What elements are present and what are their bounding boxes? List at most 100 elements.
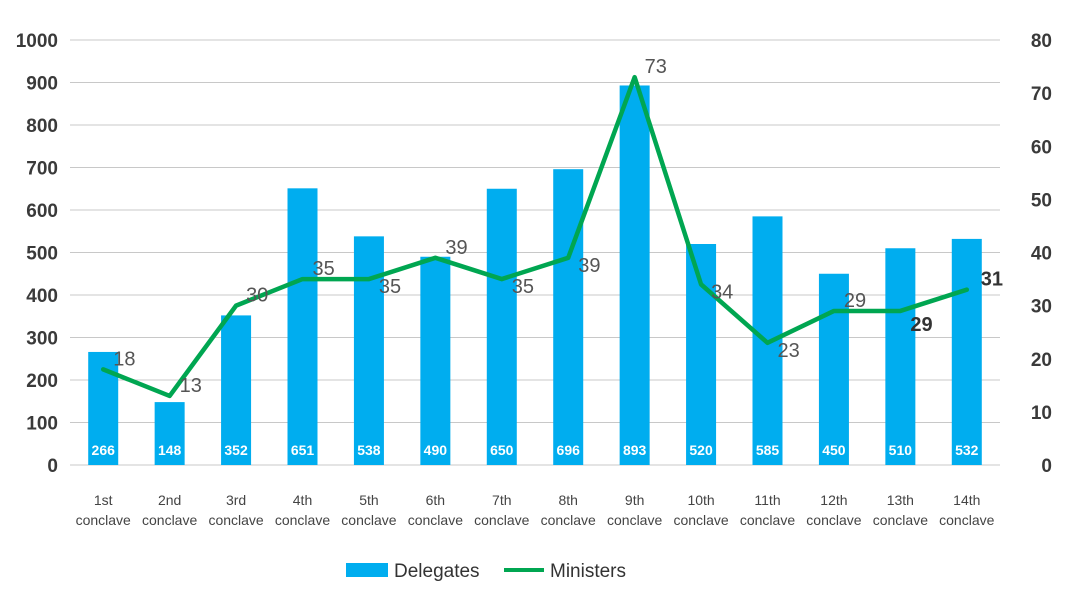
left-tick-label: 1000: [16, 31, 58, 52]
ministers-labels: 18 13 30 35 35 39 35 39 73 34 23 29 29 31: [113, 56, 1003, 397]
ministers-point-label: 35: [313, 258, 335, 280]
delegates-bar-label: 352: [224, 442, 248, 458]
delegates-bar-label: 148: [158, 442, 182, 458]
ministers-line-group: [100, 74, 970, 399]
delegates-bar: [553, 169, 584, 465]
category-label: 3rd: [226, 492, 246, 508]
category-label-line2: conclave: [873, 512, 928, 528]
delegates-bar: [154, 402, 185, 465]
category-label-line2: conclave: [740, 512, 795, 528]
left-tick-label: 700: [26, 159, 58, 180]
delegates-bar-label: 696: [557, 442, 581, 458]
ministers-point-label: 39: [578, 255, 600, 277]
delegates-bar: [486, 188, 517, 465]
left-tick-label: 500: [26, 244, 58, 265]
delegates-bars: [88, 85, 982, 465]
category-label: 11th: [754, 492, 780, 508]
delegates-bar-label: 450: [822, 442, 846, 458]
delegates-bar: [951, 238, 982, 465]
category-label: 1st: [94, 492, 113, 508]
delegates-bar: [818, 273, 849, 465]
category-label: 8th: [558, 492, 577, 508]
category-label: 9th: [625, 492, 644, 508]
ministers-point-label: 23: [778, 340, 800, 362]
category-label: 14th: [953, 492, 980, 508]
category-label-line2: conclave: [541, 512, 596, 528]
delegates-bar-label: 651: [291, 442, 315, 458]
delegates-bar-label: 532: [955, 442, 979, 458]
delegates-bar-label: 510: [889, 442, 913, 458]
legend-label-ministers: Ministers: [550, 561, 626, 582]
category-label-line2: conclave: [275, 512, 330, 528]
category-label-line2: conclave: [607, 512, 662, 528]
category-label-line2: conclave: [474, 512, 529, 528]
delegates-bar: [420, 256, 451, 465]
legend: Delegates Ministers: [346, 561, 626, 582]
legend-swatch-delegates: [346, 563, 388, 577]
delegates-bar-label: 520: [689, 442, 713, 458]
ministers-point-label: 34: [711, 281, 733, 303]
ministers-point-label: 31: [981, 269, 1003, 291]
legend-label-delegates: Delegates: [394, 561, 480, 582]
ministers-point-label: 35: [512, 276, 534, 298]
ministers-line: [100, 74, 970, 399]
left-tick-label: 800: [26, 116, 58, 137]
left-tick-label: 100: [26, 414, 58, 435]
category-label-line2: conclave: [408, 512, 463, 528]
ministers-point-label: 30: [246, 285, 268, 307]
delegates-bar: [353, 236, 384, 465]
category-label: 4th: [293, 492, 312, 508]
category-label: 12th: [820, 492, 847, 508]
ministers-point-label: 35: [379, 276, 401, 298]
category-label: 6th: [426, 492, 445, 508]
ministers-point-label: 13: [180, 375, 202, 397]
delegates-bar: [287, 188, 318, 465]
left-tick-label: 200: [26, 371, 58, 392]
left-tick-label: 300: [26, 329, 58, 350]
left-axis-ticks: 0 100 200 300 400 500 600 700 800 900 1000: [16, 31, 58, 477]
delegates-bar-label: 266: [92, 442, 116, 458]
right-tick-label: 70: [1031, 84, 1052, 105]
left-tick-label: 0: [47, 456, 58, 477]
category-labels: 1st conclave 2nd conclave 3rd conclave 4th conc…: [76, 492, 995, 528]
right-tick-label: 40: [1031, 244, 1052, 265]
category-label-line2: conclave: [939, 512, 994, 528]
ministers-point-label: 39: [445, 237, 467, 259]
delegates-labels: 266 148 352 651 538 490 650 696 893 520 585 450 510 5…: [92, 442, 979, 458]
left-tick-label: 400: [26, 286, 58, 307]
category-label: 2nd: [158, 492, 181, 508]
right-tick-label: 10: [1031, 403, 1052, 424]
left-tick-label: 600: [26, 201, 58, 222]
category-label: 7th: [492, 492, 511, 508]
category-label-line2: conclave: [208, 512, 263, 528]
delegates-bar-label: 893: [623, 442, 647, 458]
category-label-line2: conclave: [341, 512, 396, 528]
ministers-point-label: 29: [910, 314, 932, 336]
right-tick-label: 60: [1031, 137, 1052, 158]
delegates-bar: [221, 315, 252, 465]
category-label-line2: conclave: [142, 512, 197, 528]
category-label-line2: conclave: [806, 512, 861, 528]
delegates-bar-label: 650: [490, 442, 514, 458]
delegates-bar-label: 538: [357, 442, 381, 458]
category-label-line2: conclave: [673, 512, 728, 528]
delegates-bar-label: 585: [756, 442, 780, 458]
left-tick-label: 900: [26, 74, 58, 95]
right-axis-ticks: 0 10 20 30 40 50 60 70 80: [1031, 31, 1052, 477]
delegates-bar: [619, 85, 650, 465]
right-tick-label: 0: [1041, 456, 1052, 477]
right-tick-label: 30: [1031, 297, 1052, 318]
right-tick-label: 20: [1031, 350, 1052, 371]
ministers-point-label: 18: [113, 348, 135, 370]
ministers-point-label: 73: [645, 56, 667, 78]
right-tick-label: 50: [1031, 190, 1052, 211]
grid-lines: [70, 39, 1000, 466]
category-label: 10th: [687, 492, 714, 508]
category-label: 5th: [359, 492, 378, 508]
delegates-bar: [885, 248, 916, 465]
right-tick-label: 80: [1031, 31, 1052, 52]
ministers-point-label: 29: [844, 290, 866, 312]
category-label: 13th: [887, 492, 914, 508]
category-label-line2: conclave: [76, 512, 131, 528]
